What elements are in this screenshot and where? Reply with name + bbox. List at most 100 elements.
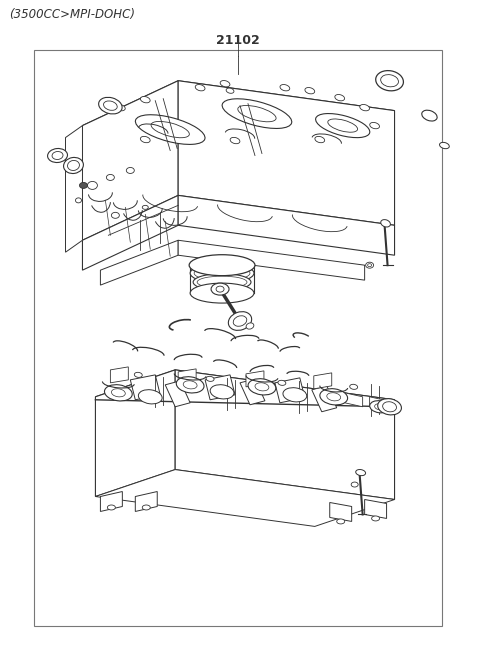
Ellipse shape [381,75,398,87]
Ellipse shape [368,264,372,267]
Ellipse shape [87,181,97,189]
Bar [34,50,443,626]
Polygon shape [96,470,395,527]
Ellipse shape [351,482,358,487]
Ellipse shape [222,99,292,128]
Ellipse shape [370,401,389,413]
Ellipse shape [142,206,148,210]
Ellipse shape [305,88,315,94]
Polygon shape [96,370,175,496]
Polygon shape [100,491,122,512]
Ellipse shape [356,470,366,476]
Ellipse shape [248,379,276,395]
Ellipse shape [283,388,307,402]
Ellipse shape [336,519,345,524]
Polygon shape [314,373,332,389]
Ellipse shape [372,516,380,521]
Polygon shape [178,240,365,280]
Polygon shape [312,386,336,412]
Polygon shape [205,375,235,400]
Ellipse shape [216,286,224,292]
Ellipse shape [220,81,230,87]
Polygon shape [110,367,128,383]
Ellipse shape [350,384,358,389]
Ellipse shape [189,255,255,276]
Ellipse shape [335,94,345,101]
Ellipse shape [206,377,214,381]
Ellipse shape [278,381,286,385]
Ellipse shape [197,284,247,298]
Ellipse shape [107,174,114,180]
Ellipse shape [376,71,403,91]
Ellipse shape [48,149,68,162]
Polygon shape [240,379,265,405]
Polygon shape [130,375,160,400]
Ellipse shape [63,157,84,174]
Polygon shape [96,370,395,426]
Ellipse shape [108,505,115,510]
Ellipse shape [440,142,449,149]
Ellipse shape [140,96,150,103]
Ellipse shape [378,399,401,415]
Ellipse shape [126,168,134,174]
Ellipse shape [366,262,373,268]
Ellipse shape [135,115,205,144]
Ellipse shape [111,212,120,218]
Polygon shape [165,381,190,407]
Ellipse shape [75,198,82,203]
Ellipse shape [52,151,63,160]
Ellipse shape [190,283,254,303]
Ellipse shape [328,119,358,132]
Polygon shape [365,500,386,519]
Ellipse shape [98,98,122,114]
Polygon shape [83,81,178,240]
Polygon shape [135,491,157,512]
Ellipse shape [327,393,341,401]
Polygon shape [330,502,352,521]
Ellipse shape [211,283,229,295]
Polygon shape [175,370,395,500]
Ellipse shape [255,383,269,391]
Polygon shape [65,126,83,252]
Text: 21102: 21102 [216,34,260,47]
Ellipse shape [315,136,324,143]
Ellipse shape [80,183,87,189]
Ellipse shape [105,384,132,401]
Ellipse shape [238,105,276,122]
Ellipse shape [140,136,150,143]
Polygon shape [370,397,387,411]
Polygon shape [83,195,178,270]
Ellipse shape [116,105,125,111]
Ellipse shape [111,389,125,397]
Ellipse shape [226,88,234,93]
Ellipse shape [142,505,150,510]
Ellipse shape [190,263,254,283]
Polygon shape [345,393,363,407]
Polygon shape [178,195,395,255]
Ellipse shape [183,381,197,389]
Ellipse shape [151,121,189,138]
Ellipse shape [230,138,240,143]
Ellipse shape [104,101,117,110]
Polygon shape [178,81,395,225]
Ellipse shape [194,266,250,280]
Ellipse shape [360,105,370,111]
Text: (3500CC>MPI-DOHC): (3500CC>MPI-DOHC) [9,8,135,21]
Ellipse shape [193,274,251,291]
Ellipse shape [228,312,252,330]
Ellipse shape [201,287,243,295]
Ellipse shape [138,390,162,404]
Ellipse shape [246,323,254,329]
Ellipse shape [176,377,204,393]
Ellipse shape [381,219,390,227]
Ellipse shape [375,403,384,410]
Ellipse shape [320,388,348,405]
Ellipse shape [370,122,380,129]
Ellipse shape [68,160,79,170]
Ellipse shape [233,316,247,326]
Ellipse shape [197,276,247,288]
Ellipse shape [280,84,290,91]
Polygon shape [178,369,196,385]
Polygon shape [275,378,305,403]
Ellipse shape [210,384,234,399]
